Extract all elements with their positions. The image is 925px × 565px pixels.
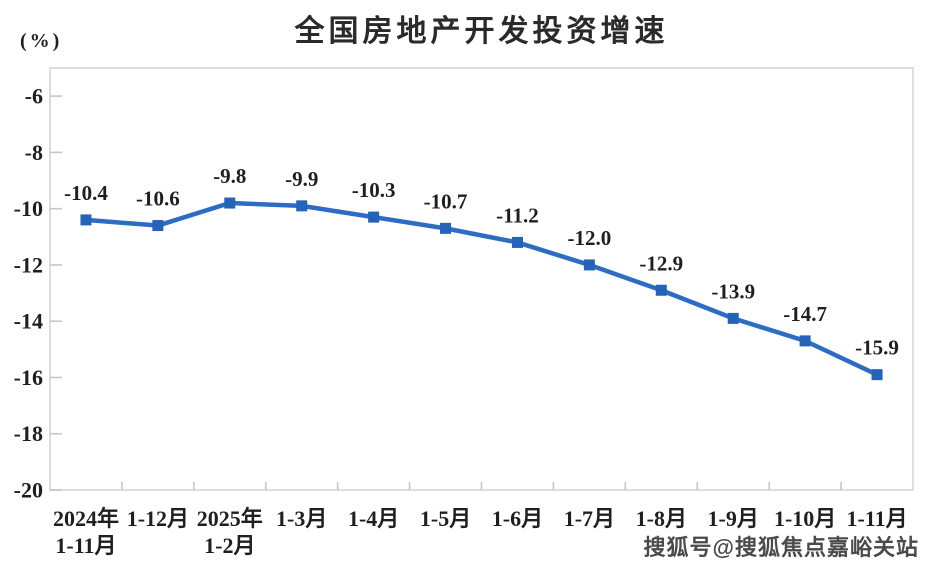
data-point-label: -13.9: [711, 279, 755, 303]
data-point-label: -12.9: [639, 251, 683, 275]
data-point-label: -10.6: [136, 187, 180, 211]
chart-title: 全国房地产开发投资增速: [294, 15, 669, 48]
data-point-marker: [224, 197, 236, 209]
y-axis-tick-label: -14: [14, 309, 43, 334]
data-point-marker: [871, 369, 883, 381]
data-point-marker: [440, 222, 452, 234]
plot-border: [49, 67, 914, 491]
x-axis-category-label: 1-5月: [420, 506, 471, 531]
x-axis-category-label: 1-8月: [636, 506, 687, 531]
y-axis-tick-label: -18: [14, 421, 43, 446]
x-axis-category-label: 1-4月: [348, 506, 399, 531]
y-axis-tick-label: -10: [14, 196, 43, 221]
x-axis-category-label: 1-9月: [708, 506, 759, 531]
data-point-marker: [511, 236, 523, 248]
data-point-label: -10.3: [352, 178, 396, 202]
data-point-marker: [727, 312, 739, 324]
y-axis-tick-label: -12: [14, 252, 43, 277]
x-axis-category-label: 1-12月: [127, 506, 189, 531]
data-point-marker: [152, 220, 164, 232]
data-point-marker: [655, 284, 667, 296]
data-point-label: -10.4: [64, 181, 108, 205]
data-point-label: -14.7: [783, 302, 827, 326]
data-point-marker: [583, 259, 595, 271]
data-point-marker: [799, 335, 811, 347]
data-point-label: -9.9: [285, 167, 318, 191]
data-point-marker: [296, 200, 308, 212]
y-axis-tick-label: -6: [25, 84, 43, 109]
x-axis-category-label: 1-3月: [276, 506, 327, 531]
data-line: [83, 200, 880, 377]
data-point-label: -12.0: [568, 226, 612, 250]
x-axis-category-label: 2025年 1-2月: [197, 506, 263, 558]
x-axis-category-label: 1-10月: [774, 506, 836, 531]
data-point-label: -9.8: [213, 164, 246, 188]
data-point-label: -10.7: [424, 189, 468, 213]
data-point-marker: [80, 214, 92, 226]
x-axis-category-label: 1-7月: [564, 506, 615, 531]
x-axis-category-label: 1-11月: [846, 506, 907, 531]
data-point-label: -11.2: [496, 203, 539, 227]
data-point-label: -15.9: [855, 336, 899, 360]
y-axis-tick-label: -20: [14, 478, 43, 503]
y-axis-tick-label: -16: [14, 365, 43, 390]
data-point-marker: [368, 211, 380, 223]
y-axis-unit-label: (%): [20, 30, 63, 52]
watermark: 搜狐号@搜狐焦点嘉峪关站: [643, 535, 919, 560]
y-axis-tick-label: -8: [25, 140, 43, 165]
x-axis-category-label: 1-6月: [492, 506, 543, 531]
x-axis-category-label: 2024年 1-11月: [53, 506, 119, 558]
